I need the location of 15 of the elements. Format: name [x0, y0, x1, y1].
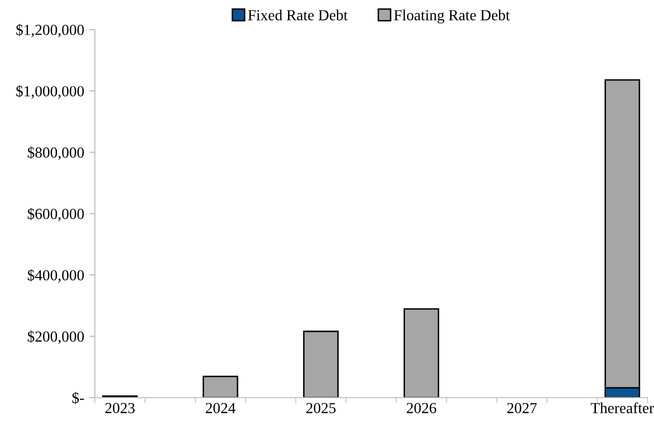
y-tick-label: $-	[72, 392, 84, 404]
x-tick-label: 2023	[105, 402, 135, 414]
x-tick-label: 2025	[306, 402, 336, 414]
x-tick-label: 2026	[406, 402, 436, 414]
x-tick-label: 2024	[206, 402, 236, 414]
y-tick-label: $800,000	[28, 146, 84, 160]
legend-label: Floating Rate Debt	[394, 10, 510, 24]
y-tick-label: $1,200,000	[16, 24, 84, 38]
y-tick-label: $600,000	[28, 208, 84, 222]
legend-label: Fixed Rate Debt	[248, 10, 348, 20]
y-tick-label: $200,000	[28, 330, 84, 344]
x-tick-label: Thereafter	[590, 402, 654, 414]
x-tick-label: 2027	[507, 402, 537, 414]
y-tick-label: $400,000	[28, 269, 84, 283]
y-tick-label: $1,000,000	[16, 85, 84, 99]
